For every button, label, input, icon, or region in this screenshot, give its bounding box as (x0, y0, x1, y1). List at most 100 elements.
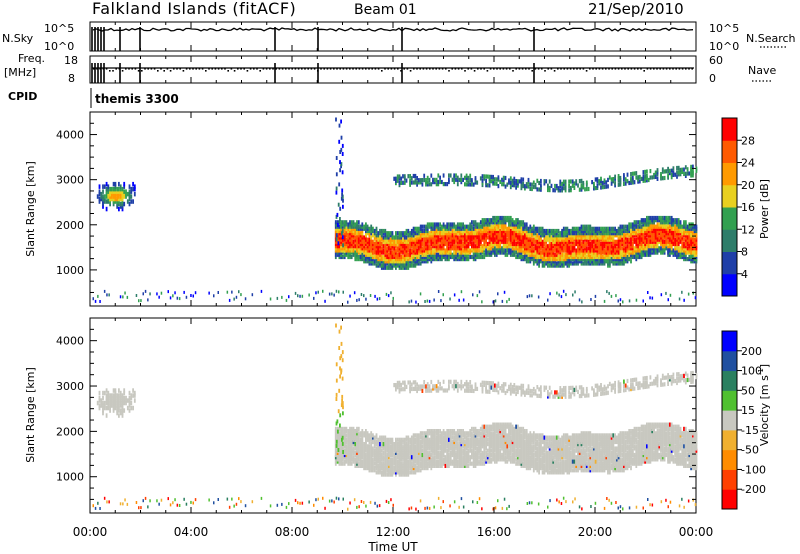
velocity-cell (415, 507, 417, 511)
velocity-cell (361, 448, 364, 453)
power-cell (432, 235, 434, 240)
power-cell (492, 218, 494, 223)
velocity-cell (125, 400, 127, 406)
freq-point (141, 70, 143, 72)
velocity-cell (393, 444, 396, 449)
power-cell (676, 224, 678, 229)
power-cell (479, 252, 482, 257)
power-cell (513, 235, 516, 240)
power-cell (566, 237, 569, 242)
power-cell (501, 228, 503, 234)
power-cell (594, 254, 597, 260)
power-cell (570, 185, 572, 191)
power-cell (582, 185, 585, 190)
power-cell (456, 248, 459, 253)
power-cell (527, 252, 530, 257)
power-cell (615, 294, 617, 298)
power-cell (382, 250, 385, 255)
power-cell (444, 228, 447, 234)
power-cell (400, 259, 403, 264)
power-cell (488, 183, 491, 188)
power-cell (665, 235, 668, 240)
power-cell (580, 235, 583, 240)
power-cell (488, 228, 491, 234)
power-cell (492, 231, 494, 236)
power-cell (375, 233, 378, 238)
power-cell (495, 177, 498, 182)
power-cell (375, 252, 378, 257)
power-cell (462, 231, 464, 236)
velocity-cell (349, 501, 351, 505)
power-cell (384, 235, 387, 240)
power-cell (437, 248, 440, 253)
velocity-cell (379, 448, 381, 453)
freq-point (518, 68, 521, 70)
power-cell (529, 241, 532, 247)
power-cell (425, 259, 427, 264)
power-cell (474, 231, 477, 236)
velocity-cell (269, 504, 272, 508)
power-cell (623, 254, 625, 260)
power-cell (375, 235, 378, 240)
power-cell (619, 244, 622, 249)
freq-point (656, 68, 658, 70)
power-cell (557, 233, 560, 238)
power-cell (603, 254, 606, 260)
velocity-cell (366, 457, 369, 462)
power-cell (499, 241, 502, 247)
date-label: 21/Sep/2010 (588, 0, 684, 18)
power-cell (656, 248, 659, 253)
power-cell (522, 235, 525, 240)
velocity-cell (347, 507, 349, 511)
power-cell (589, 259, 592, 264)
power-cell (531, 250, 533, 255)
velocity-cell (642, 506, 644, 510)
power-cell (511, 246, 514, 251)
power-cell (460, 241, 463, 247)
power-cell (428, 177, 431, 183)
power-cell (481, 218, 484, 223)
power-cell (442, 231, 445, 236)
power-cell (350, 237, 353, 242)
power-cell (418, 261, 420, 266)
velocity-cell (354, 463, 357, 468)
power-cell (511, 237, 514, 242)
velocity-cell (393, 448, 396, 453)
power-cell (409, 180, 411, 185)
power-cell (379, 237, 381, 242)
power-cell (428, 235, 431, 240)
power-cell (509, 228, 512, 234)
power-cell (651, 222, 654, 227)
velocity-cell (373, 448, 376, 453)
power-cell (109, 191, 111, 197)
power-cell (481, 237, 484, 242)
freq-point (265, 68, 268, 70)
nave-tick-bottom: 0 (709, 72, 716, 85)
power-cell (476, 239, 479, 244)
power-cell (651, 215, 654, 221)
velocity-cell (361, 439, 364, 445)
power-cell (377, 231, 380, 236)
power-cell (676, 244, 678, 249)
power-cell (403, 174, 406, 179)
power-cell (109, 189, 111, 194)
power-cell (637, 250, 639, 255)
power-cell (361, 231, 364, 236)
power-cell (388, 244, 390, 249)
power-cell (481, 228, 484, 234)
power-cell (119, 191, 122, 197)
power-cell (605, 252, 608, 257)
power-cell (538, 226, 540, 231)
power-cell (403, 254, 406, 260)
velocity-cell (365, 466, 367, 471)
power-cell (460, 250, 463, 255)
power-cell (577, 228, 579, 234)
velocity-cell (118, 405, 120, 411)
power-cell (568, 239, 570, 244)
power-cell (444, 182, 447, 187)
power-cell (656, 222, 659, 227)
power-cell (520, 241, 523, 247)
power-cell (340, 224, 342, 229)
power-cell (508, 241, 510, 247)
